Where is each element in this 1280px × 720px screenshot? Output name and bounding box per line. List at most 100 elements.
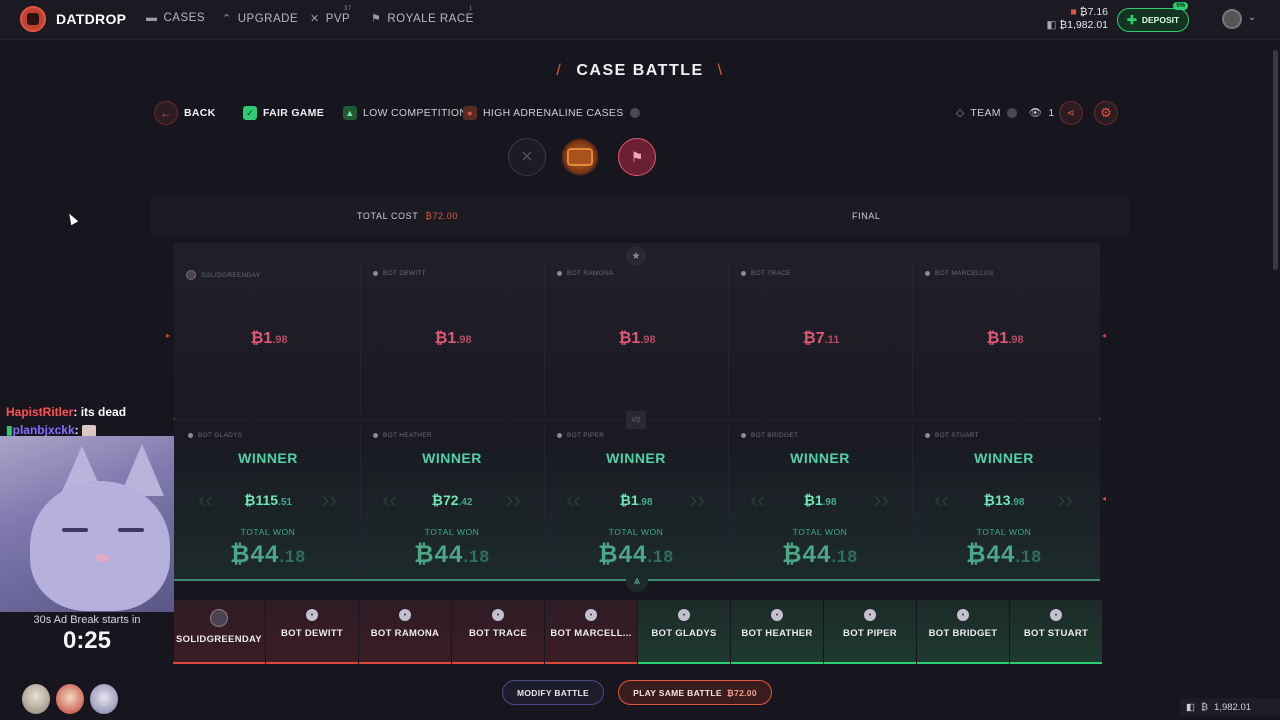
left-pointer-icon: ▸ [166, 331, 171, 340]
chat-message: its dead [80, 405, 127, 419]
chat-user: HapistRitler [6, 405, 74, 419]
modify-battle-button[interactable]: MODIFY BATTLE [502, 680, 604, 705]
player-value: ₿1.98 [986, 330, 1024, 347]
play-same-battle-button[interactable]: PLAY SAME BATTLE ₿72.00 [618, 680, 772, 705]
face-emote-icon [56, 684, 84, 714]
player-name: BOT BRIDGET [751, 432, 799, 439]
column-divider [360, 428, 361, 573]
value-cents: .98 [822, 497, 837, 508]
total-won-label: TOTAL WON [976, 527, 1032, 537]
share-icon: ⋖ [1066, 107, 1076, 119]
player-tab[interactable]: SOLIDGREENDAY [173, 600, 265, 664]
round-win-value: ₿72.42 [431, 492, 473, 508]
footer-balance[interactable]: ◧ ₿ 1,982.01 [1180, 698, 1280, 716]
column-divider [912, 262, 913, 412]
player-tab[interactable]: • BOT RAMONA [359, 600, 451, 664]
nav-royale-label: ROYALE RACE [387, 12, 474, 25]
viewer-count: 1 [1048, 106, 1055, 119]
nav-cases[interactable]: ▬ CASES [146, 12, 205, 24]
play-same-price: 72.00 [734, 687, 757, 698]
ad-break-countdown: 0:25 [62, 627, 112, 654]
total-won-value: ₿44.18 [782, 541, 858, 568]
gear-icon: ⚙ [1100, 105, 1112, 120]
adrenaline-icon: ● [463, 106, 477, 120]
player-tab[interactable]: • BOT DEWITT [266, 600, 358, 664]
bot-icon [188, 433, 193, 438]
value-whole: 1 [999, 330, 1009, 347]
player-tab-name: BOT BRIDGET [928, 628, 998, 639]
round-win-value: ₿1.98 [803, 492, 837, 508]
play-same-label: PLAY SAME BATTLE [633, 687, 722, 698]
high-adrenaline-badge: ● HIGH ADRENALINE CASES [463, 106, 640, 120]
player-tab-name: BOT MARCELL... [550, 628, 632, 639]
footer-balance-value: 1,982.01 [1214, 701, 1252, 713]
team-label: TEAM [970, 106, 1001, 119]
player-tab[interactable]: • BOT STUART [1010, 600, 1102, 664]
case-image-icon[interactable] [561, 138, 599, 176]
value-whole: 72 [442, 492, 459, 508]
team-mode[interactable]: ◇ TEAM 👁 1 [956, 106, 1055, 120]
deposit-button[interactable]: ✚ DEPOSIT 5% [1117, 2, 1189, 32]
value-whole: 44 [986, 541, 1016, 568]
value-cents: .98 [1008, 334, 1024, 346]
plus-icon: ✚ [1126, 13, 1137, 27]
top-nav: DATDROP ▬ CASES ⌃ UPGRADE ✕ PVP 37 ⚑ ROY… [0, 0, 1280, 40]
fair-game-badge[interactable]: ✓ FAIR GAME [243, 106, 324, 120]
nav-royale-race[interactable]: ⚑ ROYALE RACE 1 [371, 6, 474, 25]
info-icon[interactable] [1006, 107, 1017, 118]
avatar [186, 270, 196, 280]
chevron-left-icon: ‹‹ [934, 487, 949, 512]
bot-icon [557, 433, 562, 438]
user-avatar[interactable] [1222, 9, 1242, 29]
nav-upgrade[interactable]: ⌃ UPGRADE [222, 12, 299, 26]
back-button[interactable]: ← BACK [154, 101, 216, 125]
player-tab[interactable]: • BOT HEATHER [731, 600, 823, 664]
round-win-value: ₿115.51 [244, 492, 292, 508]
logo-icon [20, 6, 46, 32]
player-tab[interactable]: • BOT MARCELL... [545, 600, 637, 664]
player-tab-name: BOT STUART [1023, 628, 1089, 639]
bot-icon: • [678, 609, 690, 621]
low-competition-label: LOW COMPETITION [363, 107, 468, 119]
right-pointer-icon: ◂ [1102, 331, 1107, 340]
coin-icon: ■ [1070, 6, 1080, 18]
account-balance[interactable]: ■ ₿7.16 ◧ ₿1,982.01 [1046, 6, 1109, 31]
nav-pvp-label: PVP [325, 12, 351, 25]
column-divider [728, 428, 729, 573]
cat-eye [62, 528, 88, 532]
player-tab[interactable]: • BOT GLADYS [638, 600, 730, 664]
bot-icon: • [771, 609, 783, 621]
upgrade-icon: ⌃ [222, 13, 232, 25]
info-icon[interactable] [629, 108, 640, 118]
player-tab-name: BOT TRACE [468, 628, 528, 639]
share-button[interactable]: ⋖ [1059, 101, 1083, 125]
value-cents: .98 [1010, 497, 1025, 508]
cat-face [30, 481, 170, 611]
summary-band [150, 196, 1130, 236]
settings-button[interactable]: ⚙ [1094, 101, 1118, 125]
player-tab[interactable]: • BOT BRIDGET [917, 600, 1009, 664]
player-tab[interactable]: • BOT TRACE [452, 600, 544, 664]
low-competition-badge: ▲ LOW COMPETITION [343, 106, 467, 120]
player-label: BOT RAMONA [557, 270, 614, 277]
scrollbar[interactable] [1273, 50, 1278, 270]
finish-flag-icon: ⚑ [618, 138, 656, 176]
nav-pvp[interactable]: ✕ PVP 37 [310, 6, 351, 25]
winner-label: WINNER [606, 450, 666, 466]
player-name: BOT HEATHER [383, 432, 432, 439]
value-whole: 44 [618, 541, 648, 568]
player-value: ₿7.11 [802, 330, 840, 347]
chevron-right-icon: ›› [874, 487, 889, 512]
chevron-left-icon: ‹‹ [198, 487, 213, 512]
competition-icon: ▲ [343, 106, 357, 120]
stream-chat: HapistRitler: its dead ▮planbjxckk: [6, 405, 127, 437]
fair-game-label: FAIR GAME [263, 107, 325, 119]
chevron-down-icon[interactable]: ⌄ [1248, 12, 1257, 23]
nav-upgrade-label: UPGRADE [237, 12, 299, 25]
round-win-value: ₿1.98 [619, 492, 653, 508]
player-tab[interactable]: • BOT PIPER [824, 600, 916, 664]
brand-logo[interactable]: DATDROP [20, 6, 126, 32]
player-tab-name: BOT GLADYS [651, 628, 717, 639]
player-name: BOT PIPER [567, 432, 605, 439]
cat-nose [95, 554, 109, 562]
